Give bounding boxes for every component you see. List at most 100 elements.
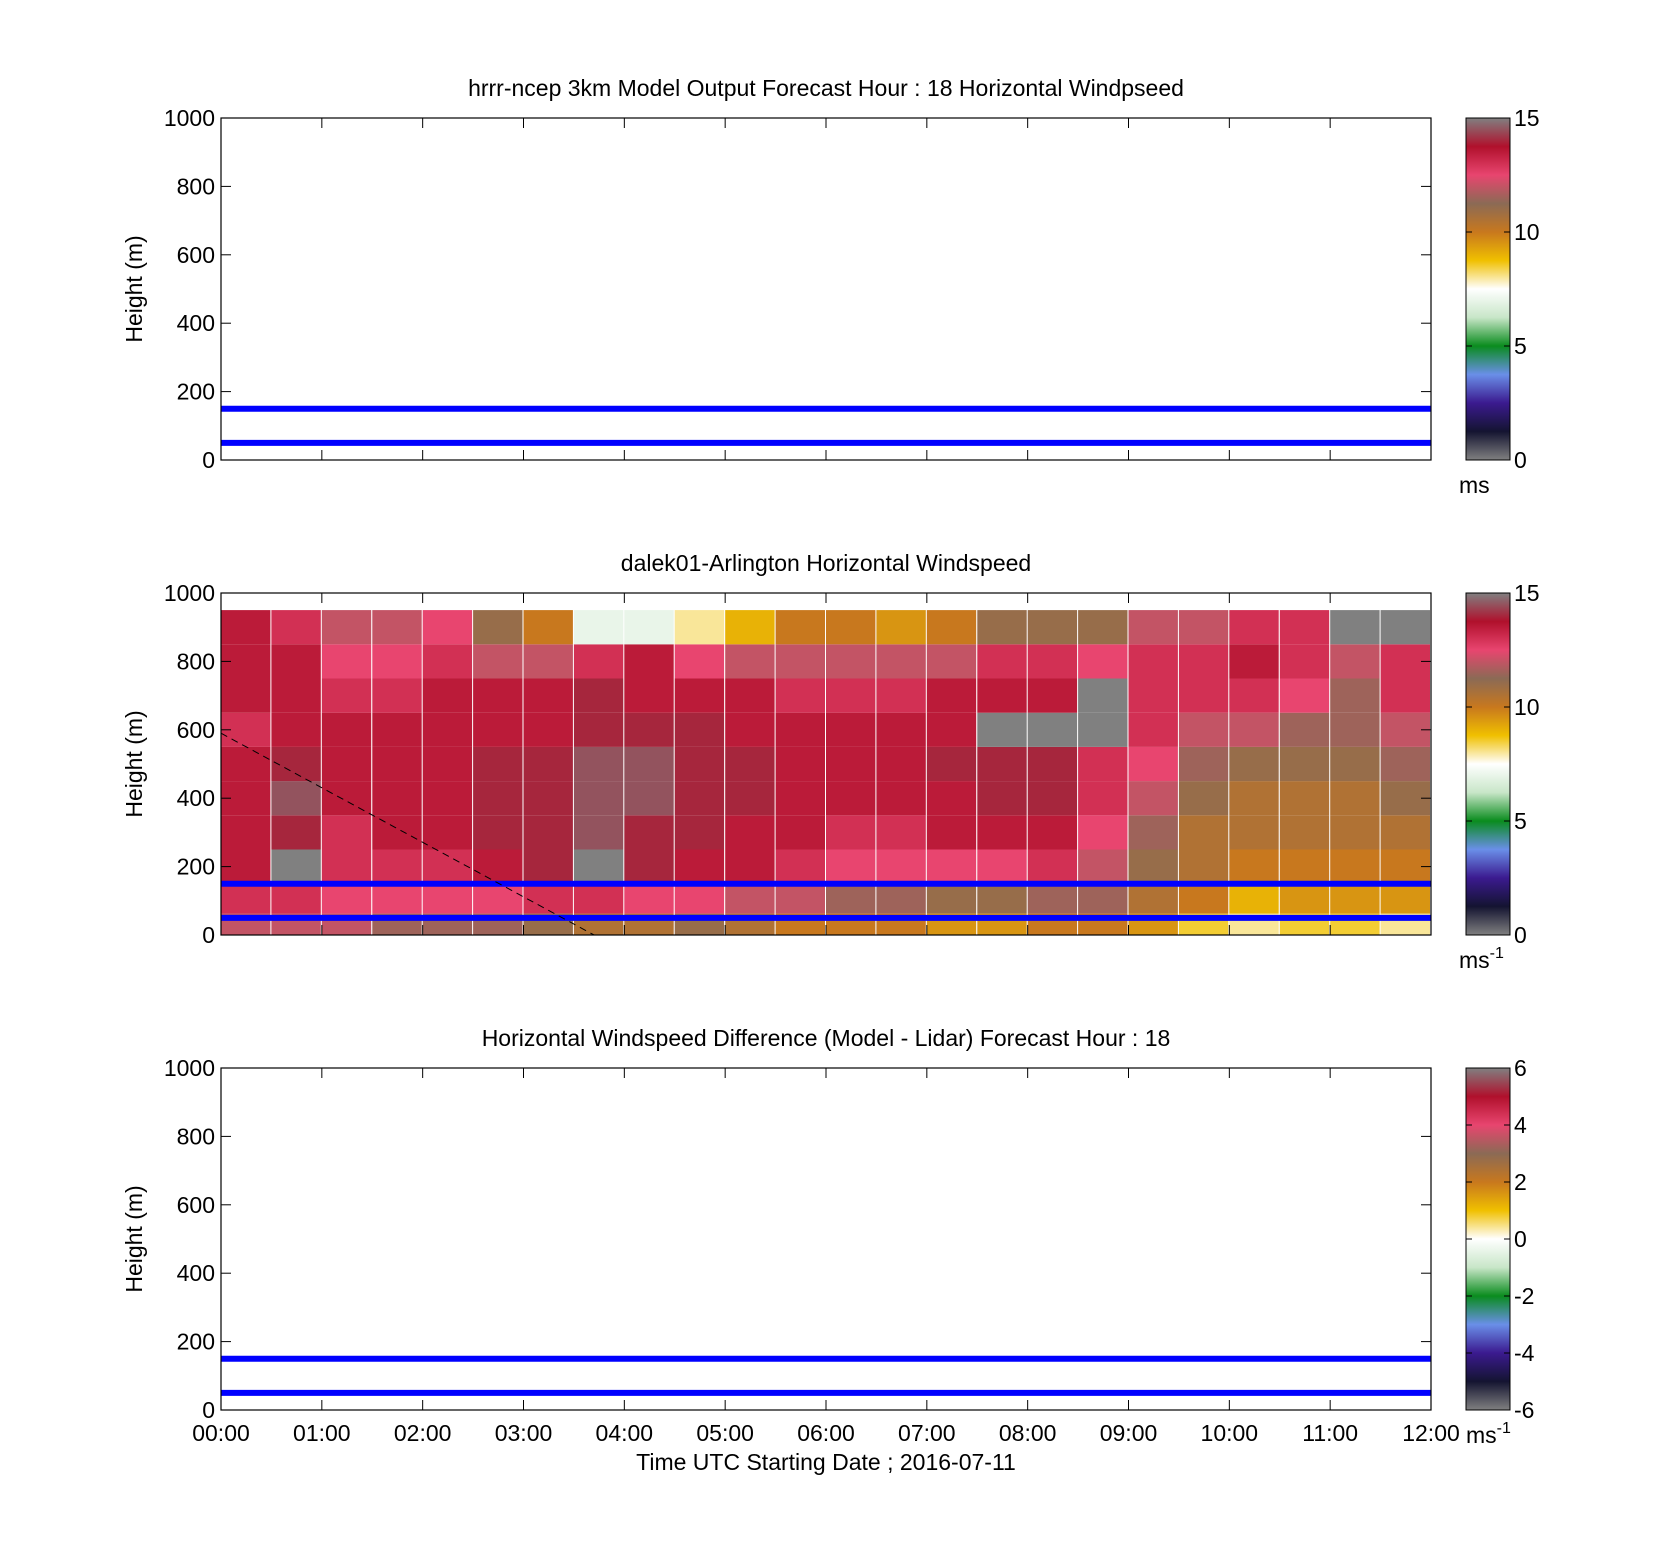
heatmap-cell (573, 781, 624, 816)
heatmap-cell (926, 678, 977, 713)
heatmap-cell (271, 644, 321, 679)
x-tick-label: 09:00 (1100, 1420, 1158, 1446)
heatmap-cell (1128, 712, 1178, 747)
colorbar-unit-label: ms-1 (1459, 945, 1504, 973)
heatmap-cell (674, 815, 725, 850)
y-tick-label: 800 (177, 1123, 215, 1149)
x-tick-label: 03:00 (495, 1420, 553, 1446)
heatmap-cell (1330, 781, 1380, 816)
colorbar-tick-label: -6 (1514, 1397, 1534, 1423)
heatmap-cell (573, 815, 624, 850)
heatmap-cell (271, 746, 321, 782)
heatmap-cell (725, 815, 775, 850)
y-tick-label: 600 (177, 1192, 215, 1218)
heatmap-cell (1027, 644, 1078, 679)
heatmap-cell (1178, 849, 1229, 884)
heatmap-cell (977, 712, 1027, 747)
heatmap-cell (523, 712, 573, 747)
heatmap-cell (926, 746, 977, 782)
x-tick-label: 07:00 (898, 1420, 956, 1446)
x-tick-label: 02:00 (394, 1420, 452, 1446)
heatmap-cell (271, 712, 321, 747)
panel-difference: Horizontal Windspeed Difference (Model -… (121, 1025, 1535, 1448)
heatmap-cell (321, 883, 372, 914)
heatmap-cell (422, 610, 473, 645)
heatmap-cell (1178, 678, 1229, 713)
heatmap-cell (624, 644, 674, 679)
heatmap-cell (977, 849, 1027, 884)
heatmap-cell (573, 712, 624, 747)
panel-title: Horizontal Windspeed Difference (Model -… (482, 1025, 1171, 1051)
heatmap-cell (422, 712, 473, 747)
heatmap-cell (725, 712, 775, 747)
heatmap-cell (1178, 746, 1229, 782)
y-axis-label: Height (m) (121, 1185, 147, 1292)
x-tick-label: 12:00 (1402, 1420, 1460, 1446)
y-axis: 0 200 400 600 800 1000 (164, 1055, 1431, 1423)
heatmap-cell (372, 815, 422, 850)
colorbar-tick-label: 10 (1514, 694, 1540, 720)
heatmap-cell (1330, 610, 1380, 645)
heatmap-cell (473, 644, 523, 679)
heatmap-cell (725, 883, 775, 914)
heatmap-cell (1330, 849, 1380, 884)
heatmap-cell (1279, 815, 1330, 850)
heatmap-cell (926, 712, 977, 747)
heatmap-cell (1178, 644, 1229, 679)
x-tick-label: 04:00 (596, 1420, 654, 1446)
heatmap-cell (1279, 610, 1330, 645)
heatmap-cell (624, 849, 674, 884)
reference-lines (221, 405, 1431, 446)
heatmap-cell (1078, 815, 1128, 850)
colorbar-unit-label: ms (1459, 472, 1490, 498)
heatmap-cell (422, 746, 473, 782)
heatmap-cell (523, 678, 573, 713)
colorbar: -6 -4 -2 0 2 4 6 ms-1 (1465, 1055, 1535, 1448)
heatmap-cell (1279, 644, 1330, 679)
heatmap-cell (473, 610, 523, 645)
heatmap-cell (1178, 781, 1229, 816)
heatmap-cell (725, 746, 775, 782)
heatmap-cell (1229, 644, 1279, 679)
y-axis-label: Height (m) (121, 235, 147, 342)
heatmap-cell (1330, 678, 1380, 713)
heatmap-cell (977, 678, 1027, 713)
x-axis (220, 118, 1432, 460)
y-tick-label: 600 (177, 717, 215, 743)
heatmap-cell (473, 849, 523, 884)
heatmap-cell (221, 678, 271, 713)
heatmap-cell (1128, 746, 1178, 782)
heatmap-cell (926, 610, 977, 645)
heatmap-cell (1229, 781, 1279, 816)
heatmap-cell (977, 610, 1027, 645)
heatmap-cell (422, 849, 473, 884)
heatmap-cell (523, 610, 573, 645)
y-tick-label: 0 (202, 922, 215, 948)
heatmap-cell (1078, 746, 1128, 782)
panel-title: hrrr-ncep 3km Model Output Forecast Hour… (468, 75, 1184, 101)
heatmap-cell (775, 781, 825, 816)
heatmap-cell (725, 644, 775, 679)
heatmap-cell (926, 644, 977, 679)
heatmap-cell (977, 815, 1027, 850)
x-axis (220, 593, 1432, 935)
heatmap-cell (1178, 712, 1229, 747)
heatmap-cell (775, 815, 825, 850)
panel-model: hrrr-ncep 3km Model Output Forecast Hour… (121, 75, 1540, 498)
x-tick-label: 10:00 (1201, 1420, 1259, 1446)
heatmap-cell (473, 678, 523, 713)
y-tick-label: 1000 (164, 580, 215, 606)
colorbar-gradient (1465, 592, 1511, 936)
heatmap-cell (1027, 746, 1078, 782)
heatmap-cell (1078, 712, 1128, 747)
x-axis-label: Time UTC Starting Date ; 2016-07-11 (636, 1449, 1016, 1475)
panel-lidar: dalek01-Arlington Horizontal Windspeed 0… (121, 550, 1540, 973)
heatmap-cell (1279, 678, 1330, 713)
heatmap-cell (624, 746, 674, 782)
heatmap-cell (422, 678, 473, 713)
heatmap-cell (1027, 849, 1078, 884)
heatmap-cell (372, 644, 422, 679)
heatmap-cell (573, 678, 624, 713)
colorbar-tick-label: 6 (1514, 1055, 1527, 1081)
